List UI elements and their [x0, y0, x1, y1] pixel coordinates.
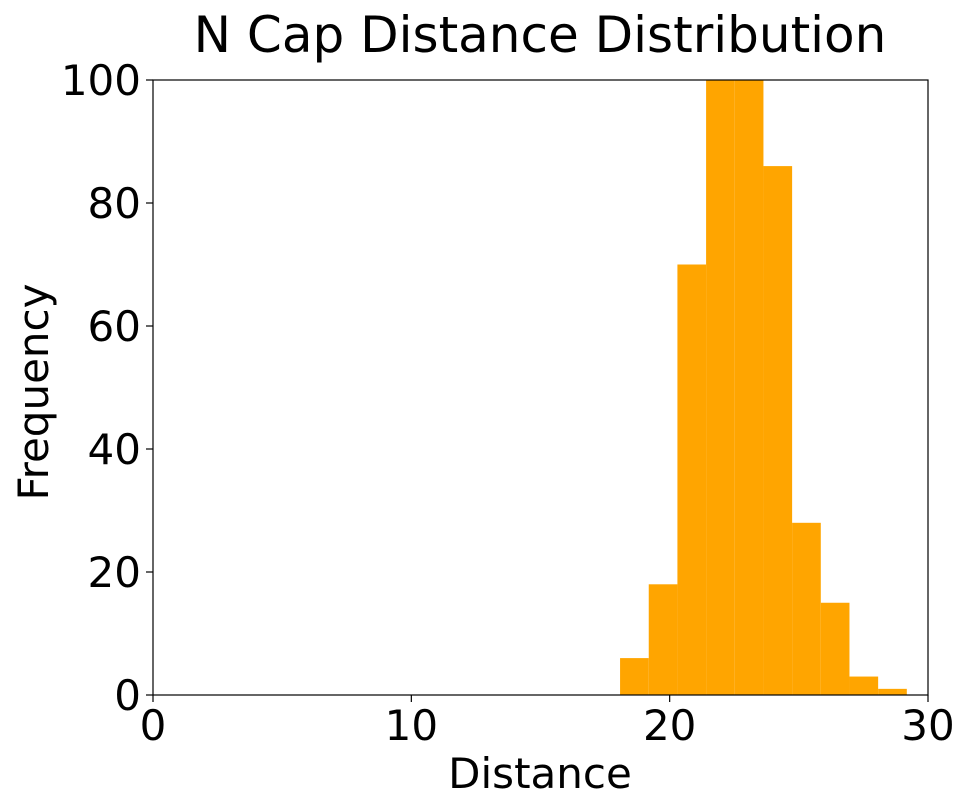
bar [734, 80, 764, 695]
x-tick-label: 10 [385, 701, 438, 750]
bar [706, 80, 735, 695]
y-tick-label: 40 [88, 425, 141, 474]
chart-title: N Cap Distance Distribution [194, 6, 887, 64]
y-tick-label: 60 [88, 302, 141, 351]
bar [878, 688, 907, 695]
y-tick-label: 80 [88, 179, 141, 228]
bars [620, 80, 907, 695]
plot-frame [152, 79, 929, 696]
x-tick-label: 20 [643, 701, 696, 750]
y-tick-label: 20 [88, 548, 141, 597]
bar [849, 676, 879, 695]
y-tick-label: 0 [114, 671, 141, 720]
bar [792, 522, 821, 695]
y-axis-label: Frequency [9, 284, 58, 501]
bar [763, 166, 793, 695]
x-axis-label: Distance [448, 749, 632, 798]
x-tick-label: 30 [901, 701, 954, 750]
bar [677, 264, 707, 695]
bar [620, 658, 649, 695]
bar [648, 584, 678, 695]
bar [820, 602, 850, 695]
x-tick-label: 0 [140, 701, 167, 750]
y-tick-label: 100 [61, 56, 141, 105]
